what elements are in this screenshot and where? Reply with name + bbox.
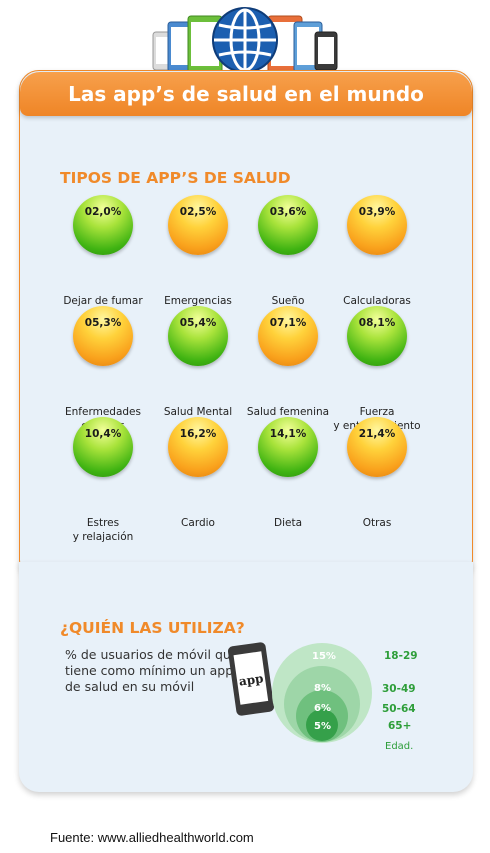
users-description: % de usuarios de móvil que tiene como mí… [65, 647, 239, 694]
app-type-label: Salud Mental [163, 406, 233, 418]
app-type-label: Dieta [273, 517, 302, 529]
age-range-label: 18-29 [384, 650, 418, 662]
app-type-percentage: 02,5% [179, 206, 217, 218]
age-caption: Edad. [385, 741, 414, 752]
app-type-orb: 16,2% [168, 417, 228, 477]
age-range-label: 50-64 [382, 703, 416, 715]
globe-icon [212, 7, 278, 73]
app-type-orb: 03,6% [258, 195, 318, 255]
phone-app-label: app [238, 671, 264, 688]
app-type-percentage: 21,4% [358, 428, 396, 440]
title-banner: Las app’s de salud en el mundo [20, 72, 472, 116]
app-type-label: Otras [362, 517, 392, 529]
app-type-percentage: 10,4% [84, 428, 122, 440]
app-type-percentage: 03,9% [358, 206, 396, 218]
users-section-title: ¿QUIÉN LAS UTILIZA? [60, 619, 245, 637]
app-type-orb: 14,1% [258, 417, 318, 477]
tablet-icon [314, 31, 338, 71]
app-type-orb: 05,3% [73, 306, 133, 366]
app-type-orb: 03,9% [347, 195, 407, 255]
app-type-percentage: 03,6% [269, 206, 307, 218]
app-type-orb: 21,4% [347, 417, 407, 477]
types-section-title: TIPOS DE APP’S DE SALUD [60, 169, 291, 187]
app-type-percentage: 02,0% [84, 206, 122, 218]
usage-percentage: 5% [314, 721, 331, 732]
usage-percentage: 6% [314, 703, 331, 714]
app-type-label: Emergencias [164, 295, 232, 307]
app-type-orb: 08,1% [347, 306, 407, 366]
app-type-label: Calculadoras [343, 295, 411, 307]
app-type-percentage: 05,3% [84, 317, 122, 329]
app-type-orb: 05,4% [168, 306, 228, 366]
app-type-label: Cardio [181, 517, 215, 529]
usage-circles [272, 643, 372, 743]
source-note: Fuente: www.alliedhealthworld.com [50, 830, 254, 845]
app-type-percentage: 16,2% [179, 428, 217, 440]
app-type-percentage: 14,1% [269, 428, 307, 440]
app-type-label: Sueño [271, 295, 305, 307]
app-type-percentage: 05,4% [179, 317, 217, 329]
age-range-label: 65+ [388, 720, 412, 732]
phone-app-icon: app [228, 642, 275, 716]
app-type-orb: 02,0% [73, 195, 133, 255]
age-range-label: 30-49 [382, 683, 416, 695]
app-type-percentage: 07,1% [269, 317, 307, 329]
app-type-orb: 10,4% [73, 417, 133, 477]
app-type-label: Salud femenina [246, 406, 330, 418]
app-type-orb: 02,5% [168, 195, 228, 255]
page-title: Las app’s de salud en el mundo [68, 82, 424, 106]
header-devices-illustration [152, 7, 338, 75]
usage-percentage: 8% [314, 683, 331, 694]
app-type-label: Dejar de fumar [63, 295, 143, 307]
app-type-label: Estres y relajación [72, 517, 134, 543]
usage-percentage: 15% [312, 651, 336, 662]
app-type-percentage: 08,1% [358, 317, 396, 329]
app-type-orb: 07,1% [258, 306, 318, 366]
